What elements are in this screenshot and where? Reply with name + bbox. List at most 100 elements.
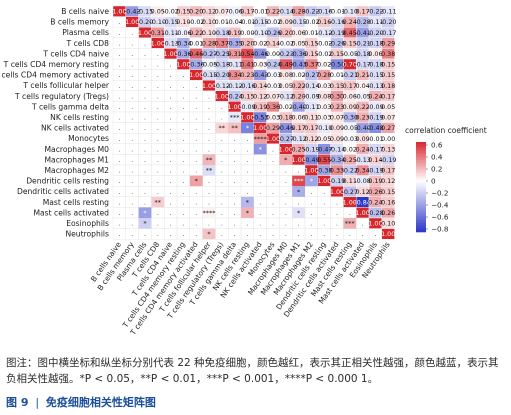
cell-value-label: -0.01 — [367, 135, 384, 143]
cell-value-label: 1.00 — [381, 230, 395, 238]
nonsignificant-dot: . — [285, 189, 287, 196]
cell-value-label: 0.28 — [291, 8, 305, 16]
nonsignificant-dot: . — [182, 221, 184, 228]
nonsignificant-dot: . — [170, 231, 172, 238]
nonsignificant-dot: . — [259, 221, 261, 228]
nonsignificant-dot: . — [349, 231, 351, 238]
cell-value-label: -0.47 — [316, 145, 333, 153]
nonsignificant-dot: . — [208, 93, 210, 100]
cell-value-label: -0.35 — [226, 39, 243, 47]
nonsignificant-dot: . — [310, 189, 312, 196]
colorbar-segment — [416, 151, 426, 154]
cell-value-label: -0.15 — [137, 8, 154, 16]
cell-value-label: 1.00 — [151, 39, 165, 47]
cell-value-label: 0.18 — [279, 114, 293, 122]
significant-cell — [202, 207, 216, 218]
cell-value-label: 0.37 — [304, 61, 318, 69]
cell-value-label: -0.02 — [303, 18, 320, 26]
nonsignificant-dot: . — [170, 125, 172, 132]
cell-value-label: 0.02 — [343, 145, 357, 153]
cell-value-label: 1.00 — [138, 29, 152, 37]
cell-value-label: -0.43 — [290, 61, 307, 69]
nonsignificant-dot: . — [336, 221, 338, 228]
colorbar-segment — [416, 178, 426, 181]
nonsignificant-dot: . — [221, 231, 223, 238]
cell-value-label: 0.21 — [355, 71, 369, 79]
cell-value-label: 0.14 — [266, 39, 280, 47]
nonsignificant-dot: . — [234, 178, 236, 185]
nonsignificant-dot: . — [170, 83, 172, 90]
cell-value-label: 0.00 — [266, 50, 280, 58]
colorbar-segment — [416, 227, 426, 231]
cell-value-label: -0.01 — [329, 8, 346, 16]
significant-cell — [202, 165, 216, 176]
cell-value-label: -0.28 — [354, 18, 371, 26]
cell-value-label: -0.03 — [265, 82, 282, 90]
y-tick-label: Macrophages M0 — [44, 145, 109, 154]
nonsignificant-dot: . — [195, 125, 197, 132]
nonsignificant-dot: . — [157, 115, 159, 122]
nonsignificant-dot: . — [349, 210, 351, 217]
significant-cell — [279, 154, 293, 165]
nonsignificant-dot: . — [182, 189, 184, 196]
cell-value-label: -0.01 — [239, 18, 256, 26]
nonsignificant-dot: . — [323, 189, 325, 196]
nonsignificant-dot: . — [144, 157, 146, 164]
significance-mark: * — [284, 156, 288, 164]
nonsignificant-dot: . — [272, 189, 274, 196]
colorbar-segment — [416, 187, 426, 190]
cell-value-label: 0.09 — [330, 124, 344, 132]
nonsignificant-dot: . — [131, 72, 133, 79]
cell-value-label: 0.22 — [291, 82, 305, 90]
cell-value-label: 0.17 — [343, 82, 357, 90]
cell-value-label: -0.06 — [226, 8, 243, 16]
nonsignificant-dot: . — [118, 115, 120, 122]
cell-value-label: 0.02 — [279, 103, 293, 111]
cell-value-label: -0.09 — [239, 103, 256, 111]
nonsignificant-dot: . — [195, 157, 197, 164]
nonsignificant-dot: . — [182, 199, 184, 206]
y-tick-label: B cells memory — [50, 18, 109, 27]
nonsignificant-dot: . — [374, 231, 376, 238]
nonsignificant-dot: . — [182, 231, 184, 238]
nonsignificant-dot: . — [195, 231, 197, 238]
nonsignificant-dot: . — [157, 146, 159, 153]
nonsignificant-dot: . — [118, 104, 120, 111]
cell-value-label: 0.12 — [304, 135, 318, 143]
cell-value-label: 0.29 — [266, 124, 280, 132]
nonsignificant-dot: . — [170, 221, 172, 228]
cell-value-label: 0.25 — [291, 145, 305, 153]
significant-cell — [241, 196, 254, 208]
nonsignificant-dot: . — [259, 189, 261, 196]
colorbar-segment — [416, 191, 426, 195]
nonsignificant-dot: . — [157, 51, 159, 58]
cell-value-label: -0.12 — [290, 135, 307, 143]
y-tick-label: Plasma cells — [62, 28, 109, 37]
cell-value-label: -0.02 — [278, 39, 295, 47]
cell-value-label: -0.34 — [175, 39, 192, 47]
cell-value-label: 0.23 — [355, 114, 369, 122]
cell-value-label: 0.22 — [189, 29, 203, 37]
nonsignificant-dot: . — [272, 199, 274, 206]
cell-value-label: 0.27 — [381, 124, 395, 132]
cell-value-label: 0.54 — [240, 50, 254, 58]
nonsignificant-dot: . — [285, 231, 287, 238]
nonsignificant-dot: . — [157, 104, 159, 111]
y-tick-label: Macrophages M2 — [44, 166, 109, 175]
cell-value-label: 0.24 — [343, 18, 357, 26]
cell-value-label: -0.24 — [265, 61, 282, 69]
colorbar-segment — [416, 229, 426, 233]
y-tick-label: T cells gamma delta — [31, 102, 109, 111]
nonsignificant-dot: . — [272, 231, 274, 238]
nonsignificant-dot: . — [272, 221, 274, 228]
cell-value-label: -0.50 — [329, 61, 346, 69]
nonsignificant-dot: . — [221, 146, 223, 153]
cell-value-label: 0.11 — [304, 114, 318, 122]
nonsignificant-dot: . — [118, 30, 120, 37]
cell-value-label: 1.00 — [240, 114, 254, 122]
cell-value-label: 1.00 — [317, 177, 331, 185]
nonsignificant-dot: . — [195, 104, 197, 111]
cell-value-label: 0.38 — [381, 50, 395, 58]
nonsignificant-dot: . — [170, 210, 172, 217]
cell-value-label: -0.14 — [278, 8, 295, 16]
